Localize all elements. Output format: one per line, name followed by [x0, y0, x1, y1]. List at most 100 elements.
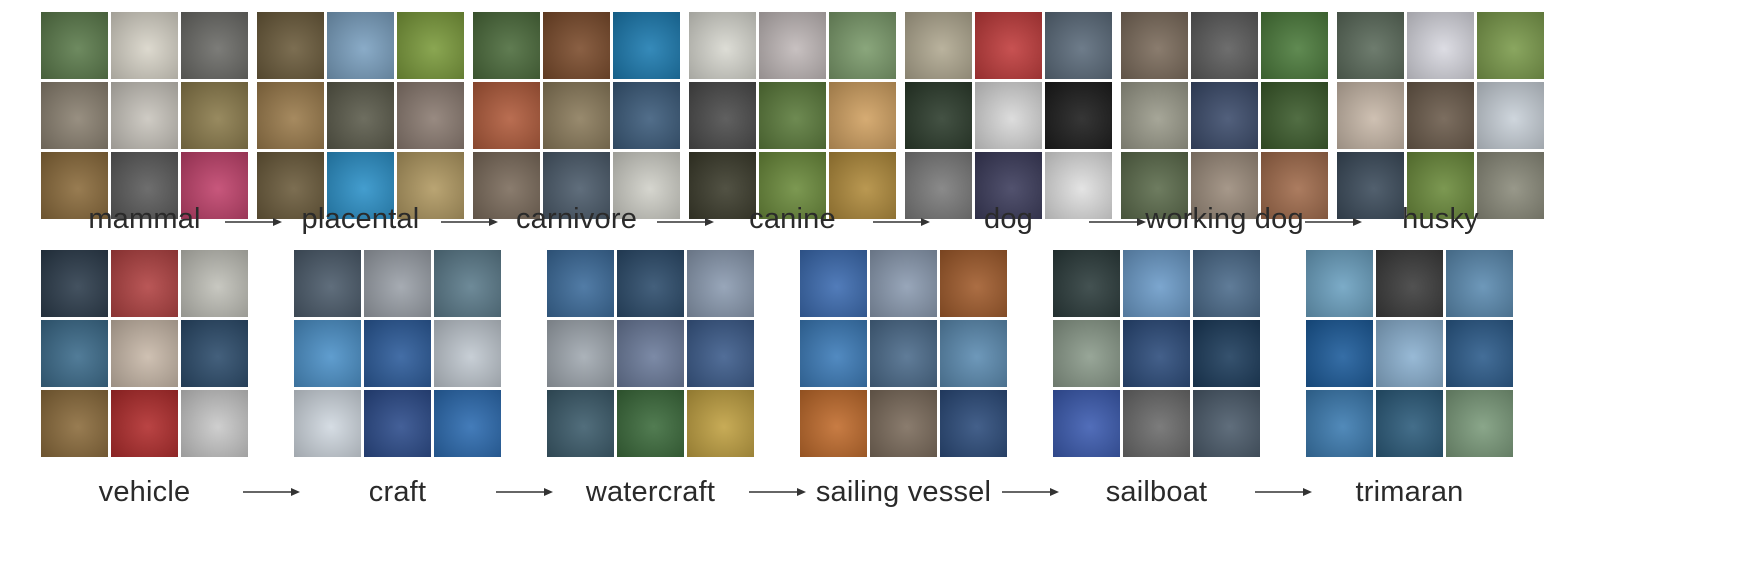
example-image	[1123, 320, 1190, 387]
stage-label: sailing vessel	[815, 476, 992, 508]
example-image	[759, 12, 826, 79]
example-image	[364, 390, 431, 457]
example-image	[1477, 82, 1544, 149]
stage-trimaran: trimaran	[1306, 250, 1513, 516]
image-grid	[905, 12, 1112, 219]
example-image	[975, 152, 1042, 219]
example-image	[1123, 250, 1190, 317]
example-image	[1121, 152, 1188, 219]
example-image	[111, 152, 178, 219]
example-image	[1337, 152, 1404, 219]
example-image	[905, 152, 972, 219]
stage-label: dog	[984, 203, 1033, 235]
example-image	[1191, 152, 1258, 219]
image-grid	[689, 12, 896, 219]
image-grid	[41, 250, 248, 457]
example-image	[1306, 320, 1373, 387]
example-image	[1191, 12, 1258, 79]
example-image	[759, 152, 826, 219]
stage-placental: placental	[257, 12, 464, 243]
arrow-icon	[440, 218, 498, 226]
example-image	[829, 82, 896, 149]
example-image	[870, 250, 937, 317]
example-image	[1337, 82, 1404, 149]
example-image	[1376, 320, 1443, 387]
example-image	[759, 82, 826, 149]
arrow-icon	[1255, 488, 1312, 496]
example-image	[397, 82, 464, 149]
example-image	[327, 82, 394, 149]
example-image	[1306, 250, 1373, 317]
example-image	[111, 12, 178, 79]
example-image	[905, 12, 972, 79]
stage-canine: canine	[689, 12, 896, 243]
stage-mammal: mammal	[41, 12, 248, 243]
example-image	[613, 152, 680, 219]
example-image	[613, 82, 680, 149]
example-image	[1407, 12, 1474, 79]
image-grid	[1337, 12, 1544, 219]
stage-label: placental	[301, 203, 420, 235]
example-image	[800, 250, 867, 317]
example-image	[1121, 12, 1188, 79]
stage-vehicle: vehicle	[41, 250, 248, 516]
example-image	[1121, 82, 1188, 149]
example-image	[617, 250, 684, 317]
example-image	[543, 12, 610, 79]
example-image	[41, 250, 108, 317]
example-image	[181, 82, 248, 149]
example-image	[181, 390, 248, 457]
example-image	[1306, 390, 1373, 457]
image-grid	[547, 250, 754, 457]
image-grid	[41, 12, 248, 219]
arrow-icon	[749, 488, 806, 496]
image-grid	[473, 12, 680, 219]
example-image	[397, 152, 464, 219]
example-image	[111, 390, 178, 457]
example-image	[617, 390, 684, 457]
example-image	[1446, 250, 1513, 317]
example-image	[111, 250, 178, 317]
example-image	[800, 390, 867, 457]
example-image	[547, 390, 614, 457]
example-image	[1407, 82, 1474, 149]
example-image	[327, 152, 394, 219]
example-image	[617, 320, 684, 387]
example-image	[829, 12, 896, 79]
stage-sailboat: sailboat	[1053, 250, 1260, 516]
arrow-icon	[243, 488, 300, 496]
example-image	[1261, 152, 1328, 219]
example-image	[434, 250, 501, 317]
example-image	[1045, 152, 1112, 219]
stage-label: trimaran	[1355, 476, 1464, 508]
example-image	[473, 152, 540, 219]
example-image	[543, 82, 610, 149]
example-image	[905, 82, 972, 149]
image-grid	[294, 250, 501, 457]
example-image	[1261, 82, 1328, 149]
example-image	[689, 12, 756, 79]
image-grid	[1121, 12, 1328, 219]
example-image	[294, 320, 361, 387]
example-image	[543, 152, 610, 219]
example-image	[1337, 12, 1404, 79]
example-image	[975, 82, 1042, 149]
stage-dog: dog	[905, 12, 1112, 243]
example-image	[434, 320, 501, 387]
example-image	[689, 82, 756, 149]
example-image	[547, 320, 614, 387]
arrow-icon	[872, 218, 930, 226]
example-image	[41, 320, 108, 387]
example-image	[181, 320, 248, 387]
example-image	[1193, 390, 1260, 457]
example-image	[41, 390, 108, 457]
example-image	[257, 82, 324, 149]
example-image	[689, 152, 756, 219]
example-image	[1446, 390, 1513, 457]
example-image	[1376, 250, 1443, 317]
example-image	[1123, 390, 1190, 457]
arrow-icon	[656, 218, 714, 226]
arrow-icon	[1304, 218, 1362, 226]
example-image	[940, 390, 1007, 457]
